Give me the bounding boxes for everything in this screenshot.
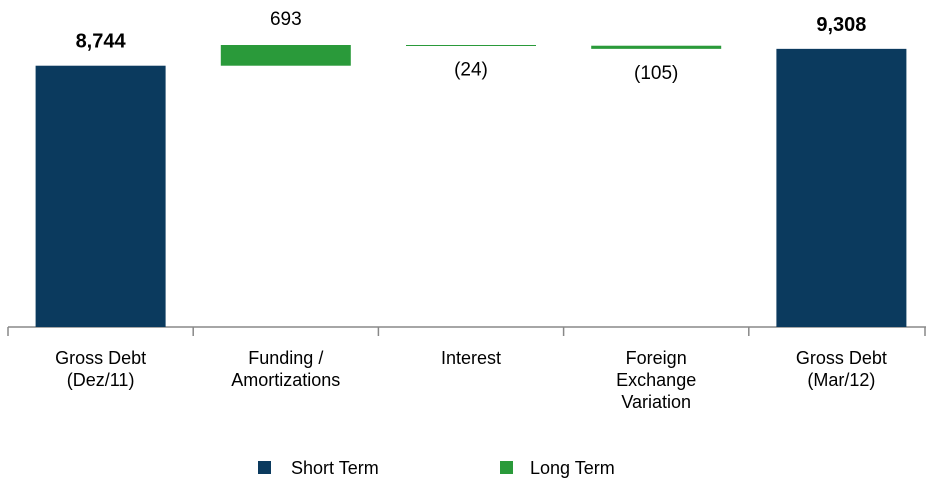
bar: [220, 45, 351, 66]
data-label: 9,308: [816, 14, 866, 36]
legend-swatch: [500, 461, 513, 474]
legend-label: Short Term: [291, 458, 379, 478]
x-tick-label: Interest: [441, 348, 501, 368]
x-tick-label: Funding /: [248, 348, 323, 368]
x-tick-label: Gross Debt: [55, 348, 146, 368]
data-label: 693: [270, 9, 302, 30]
data-label: (105): [634, 63, 678, 84]
x-tick-label: Gross Debt: [796, 348, 887, 368]
x-tick-label: Foreign: [626, 348, 687, 368]
x-tick-label: (Mar/12): [807, 370, 875, 390]
bar: [406, 45, 536, 46]
bar: [591, 45, 722, 49]
x-tick-label: (Dez/11): [67, 370, 135, 390]
legend-swatch: [258, 461, 271, 474]
data-label: 8,744: [76, 31, 127, 53]
x-tick-label: Variation: [621, 392, 691, 412]
x-tick-label: Exchange: [616, 370, 696, 390]
data-label: (24): [454, 60, 488, 81]
x-tick-label: Amortizations: [231, 370, 340, 390]
bar: [776, 48, 907, 327]
bar: [35, 65, 166, 327]
legend-label: Long Term: [530, 458, 615, 478]
